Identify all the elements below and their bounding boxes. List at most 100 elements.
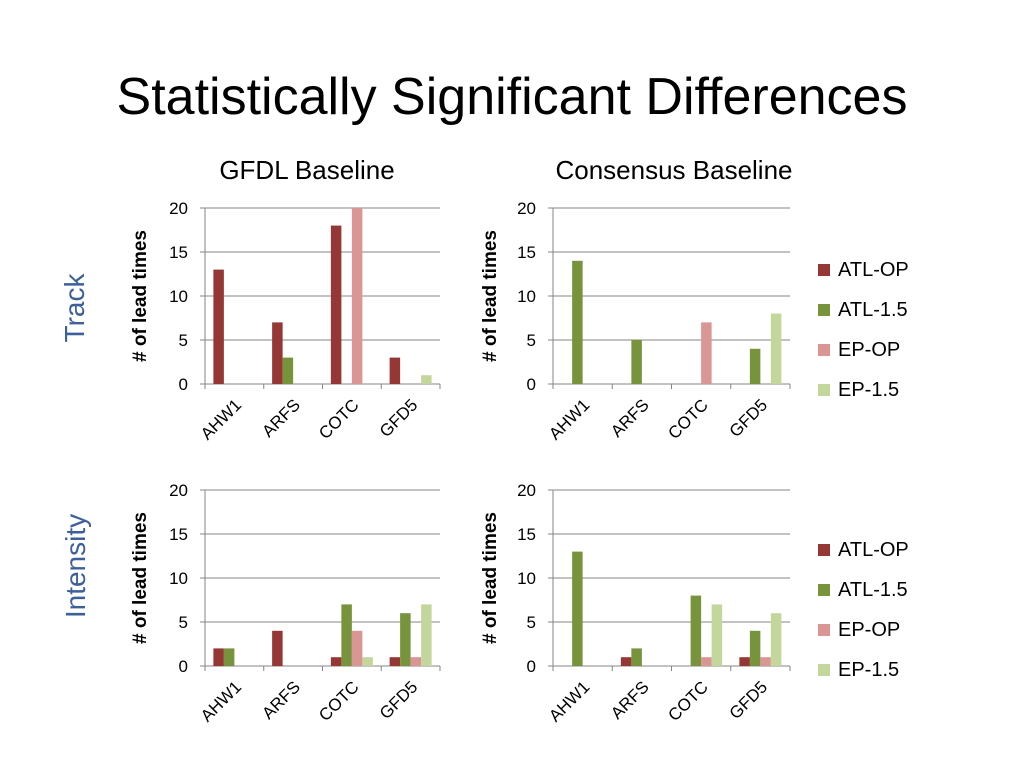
legend-swatch xyxy=(818,624,830,636)
y-tick-label: 15 xyxy=(517,243,536,262)
y-tick-label: 15 xyxy=(169,243,188,262)
bar xyxy=(572,551,583,666)
bar xyxy=(572,260,583,384)
x-category-label: AHW1 xyxy=(545,395,593,443)
column-title-consensus: Consensus Baseline xyxy=(555,155,793,185)
y-tick-label: 10 xyxy=(169,569,188,588)
legend-label: EP-OP xyxy=(838,618,901,641)
y-tick-label: 20 xyxy=(169,199,188,218)
bar xyxy=(701,657,712,666)
x-category-label: COTC xyxy=(315,677,362,724)
y-tick-label: 5 xyxy=(179,613,188,632)
x-category-label: GFD5 xyxy=(726,677,771,722)
bar xyxy=(421,375,432,384)
legend-swatch xyxy=(818,344,830,356)
bar xyxy=(770,613,782,666)
y-axis-title: # of lead times xyxy=(130,230,151,362)
bar xyxy=(770,313,782,384)
x-category-label: ARFS xyxy=(607,677,652,722)
x-category-label: ARFS xyxy=(607,395,652,440)
y-tick-label: 20 xyxy=(517,199,536,218)
y-tick-label: 10 xyxy=(517,569,536,588)
x-category-label: ARFS xyxy=(258,395,303,440)
legend-item: EP-OP xyxy=(818,330,958,370)
bar xyxy=(749,630,761,666)
legend-label: ATL-OP xyxy=(838,258,909,281)
x-category-label: ARFS xyxy=(258,677,303,722)
legend-swatch xyxy=(818,584,830,596)
y-tick-label: 15 xyxy=(517,525,536,544)
bar xyxy=(272,630,283,666)
legend-item: ATL-1.5 xyxy=(818,570,958,610)
legend-label: EP-1.5 xyxy=(838,378,900,401)
x-category-label: GFD5 xyxy=(726,395,771,440)
y-tick-label: 20 xyxy=(517,481,536,500)
y-tick-label: 20 xyxy=(169,481,188,500)
legend-swatch xyxy=(818,664,830,676)
x-category-label: AHW1 xyxy=(197,677,245,725)
slide-title: Statistically Significant Differences xyxy=(116,68,908,126)
y-tick-label: 10 xyxy=(517,287,536,306)
bar xyxy=(330,657,342,666)
legend-top: ATL-OP ATL-1.5 EP-OP EP-1.5 xyxy=(818,250,958,410)
bar xyxy=(389,657,401,666)
bar xyxy=(410,657,422,666)
column-title-gfdl: GFDL Baseline xyxy=(219,155,395,185)
legend-bottom: ATL-OP ATL-1.5 EP-OP EP-1.5 xyxy=(818,530,958,690)
x-category-label: AHW1 xyxy=(545,677,593,725)
y-tick-label: 10 xyxy=(169,287,188,306)
bar xyxy=(760,657,771,666)
legend-item: EP-OP xyxy=(818,610,958,650)
bar xyxy=(620,657,632,666)
bar xyxy=(330,225,342,384)
y-axis-title: # of lead times xyxy=(480,230,501,362)
legend-label: EP-1.5 xyxy=(838,658,900,681)
bar xyxy=(739,657,750,666)
y-tick-label: 5 xyxy=(527,613,536,632)
x-category-label: COTC xyxy=(664,677,711,724)
bar xyxy=(690,595,702,666)
x-category-label: GFD5 xyxy=(376,677,421,722)
legend-item: ATL-OP xyxy=(818,250,958,290)
y-tick-label: 5 xyxy=(179,331,188,350)
legend-item: EP-1.5 xyxy=(818,370,958,410)
bar xyxy=(362,657,373,666)
legend-label: EP-OP xyxy=(838,338,901,361)
bar xyxy=(389,357,401,384)
y-tick-label: 0 xyxy=(179,375,188,394)
bar xyxy=(400,613,411,666)
y-tick-label: 15 xyxy=(169,525,188,544)
legend-item: EP-1.5 xyxy=(818,650,958,690)
bar xyxy=(351,208,363,384)
legend-label: ATL-1.5 xyxy=(838,578,908,601)
y-tick-label: 5 xyxy=(527,331,536,350)
legend-swatch xyxy=(818,544,830,556)
bar xyxy=(351,630,363,666)
y-axis-title: # of lead times xyxy=(130,512,151,644)
y-axis-title: # of lead times xyxy=(480,512,501,644)
legend-swatch xyxy=(818,304,830,316)
y-tick-label: 0 xyxy=(527,657,536,676)
bar xyxy=(282,357,294,384)
bar xyxy=(701,322,712,384)
x-category-label: GFD5 xyxy=(376,395,421,440)
bar xyxy=(631,340,642,384)
x-category-label: COTC xyxy=(664,395,711,442)
bar xyxy=(341,604,352,666)
legend-item: ATL-OP xyxy=(818,530,958,570)
bar xyxy=(631,648,642,666)
bar xyxy=(421,604,432,666)
x-category-label: AHW1 xyxy=(197,395,245,443)
bar xyxy=(223,648,235,666)
legend-item: ATL-1.5 xyxy=(818,290,958,330)
bar xyxy=(213,269,224,384)
legend-label: ATL-OP xyxy=(838,538,909,561)
y-tick-label: 0 xyxy=(179,657,188,676)
legend-swatch xyxy=(818,384,830,396)
bar xyxy=(749,348,761,384)
x-category-label: COTC xyxy=(315,395,362,442)
legend-swatch xyxy=(818,264,830,276)
bar xyxy=(711,604,723,666)
legend-label: ATL-1.5 xyxy=(838,298,908,321)
